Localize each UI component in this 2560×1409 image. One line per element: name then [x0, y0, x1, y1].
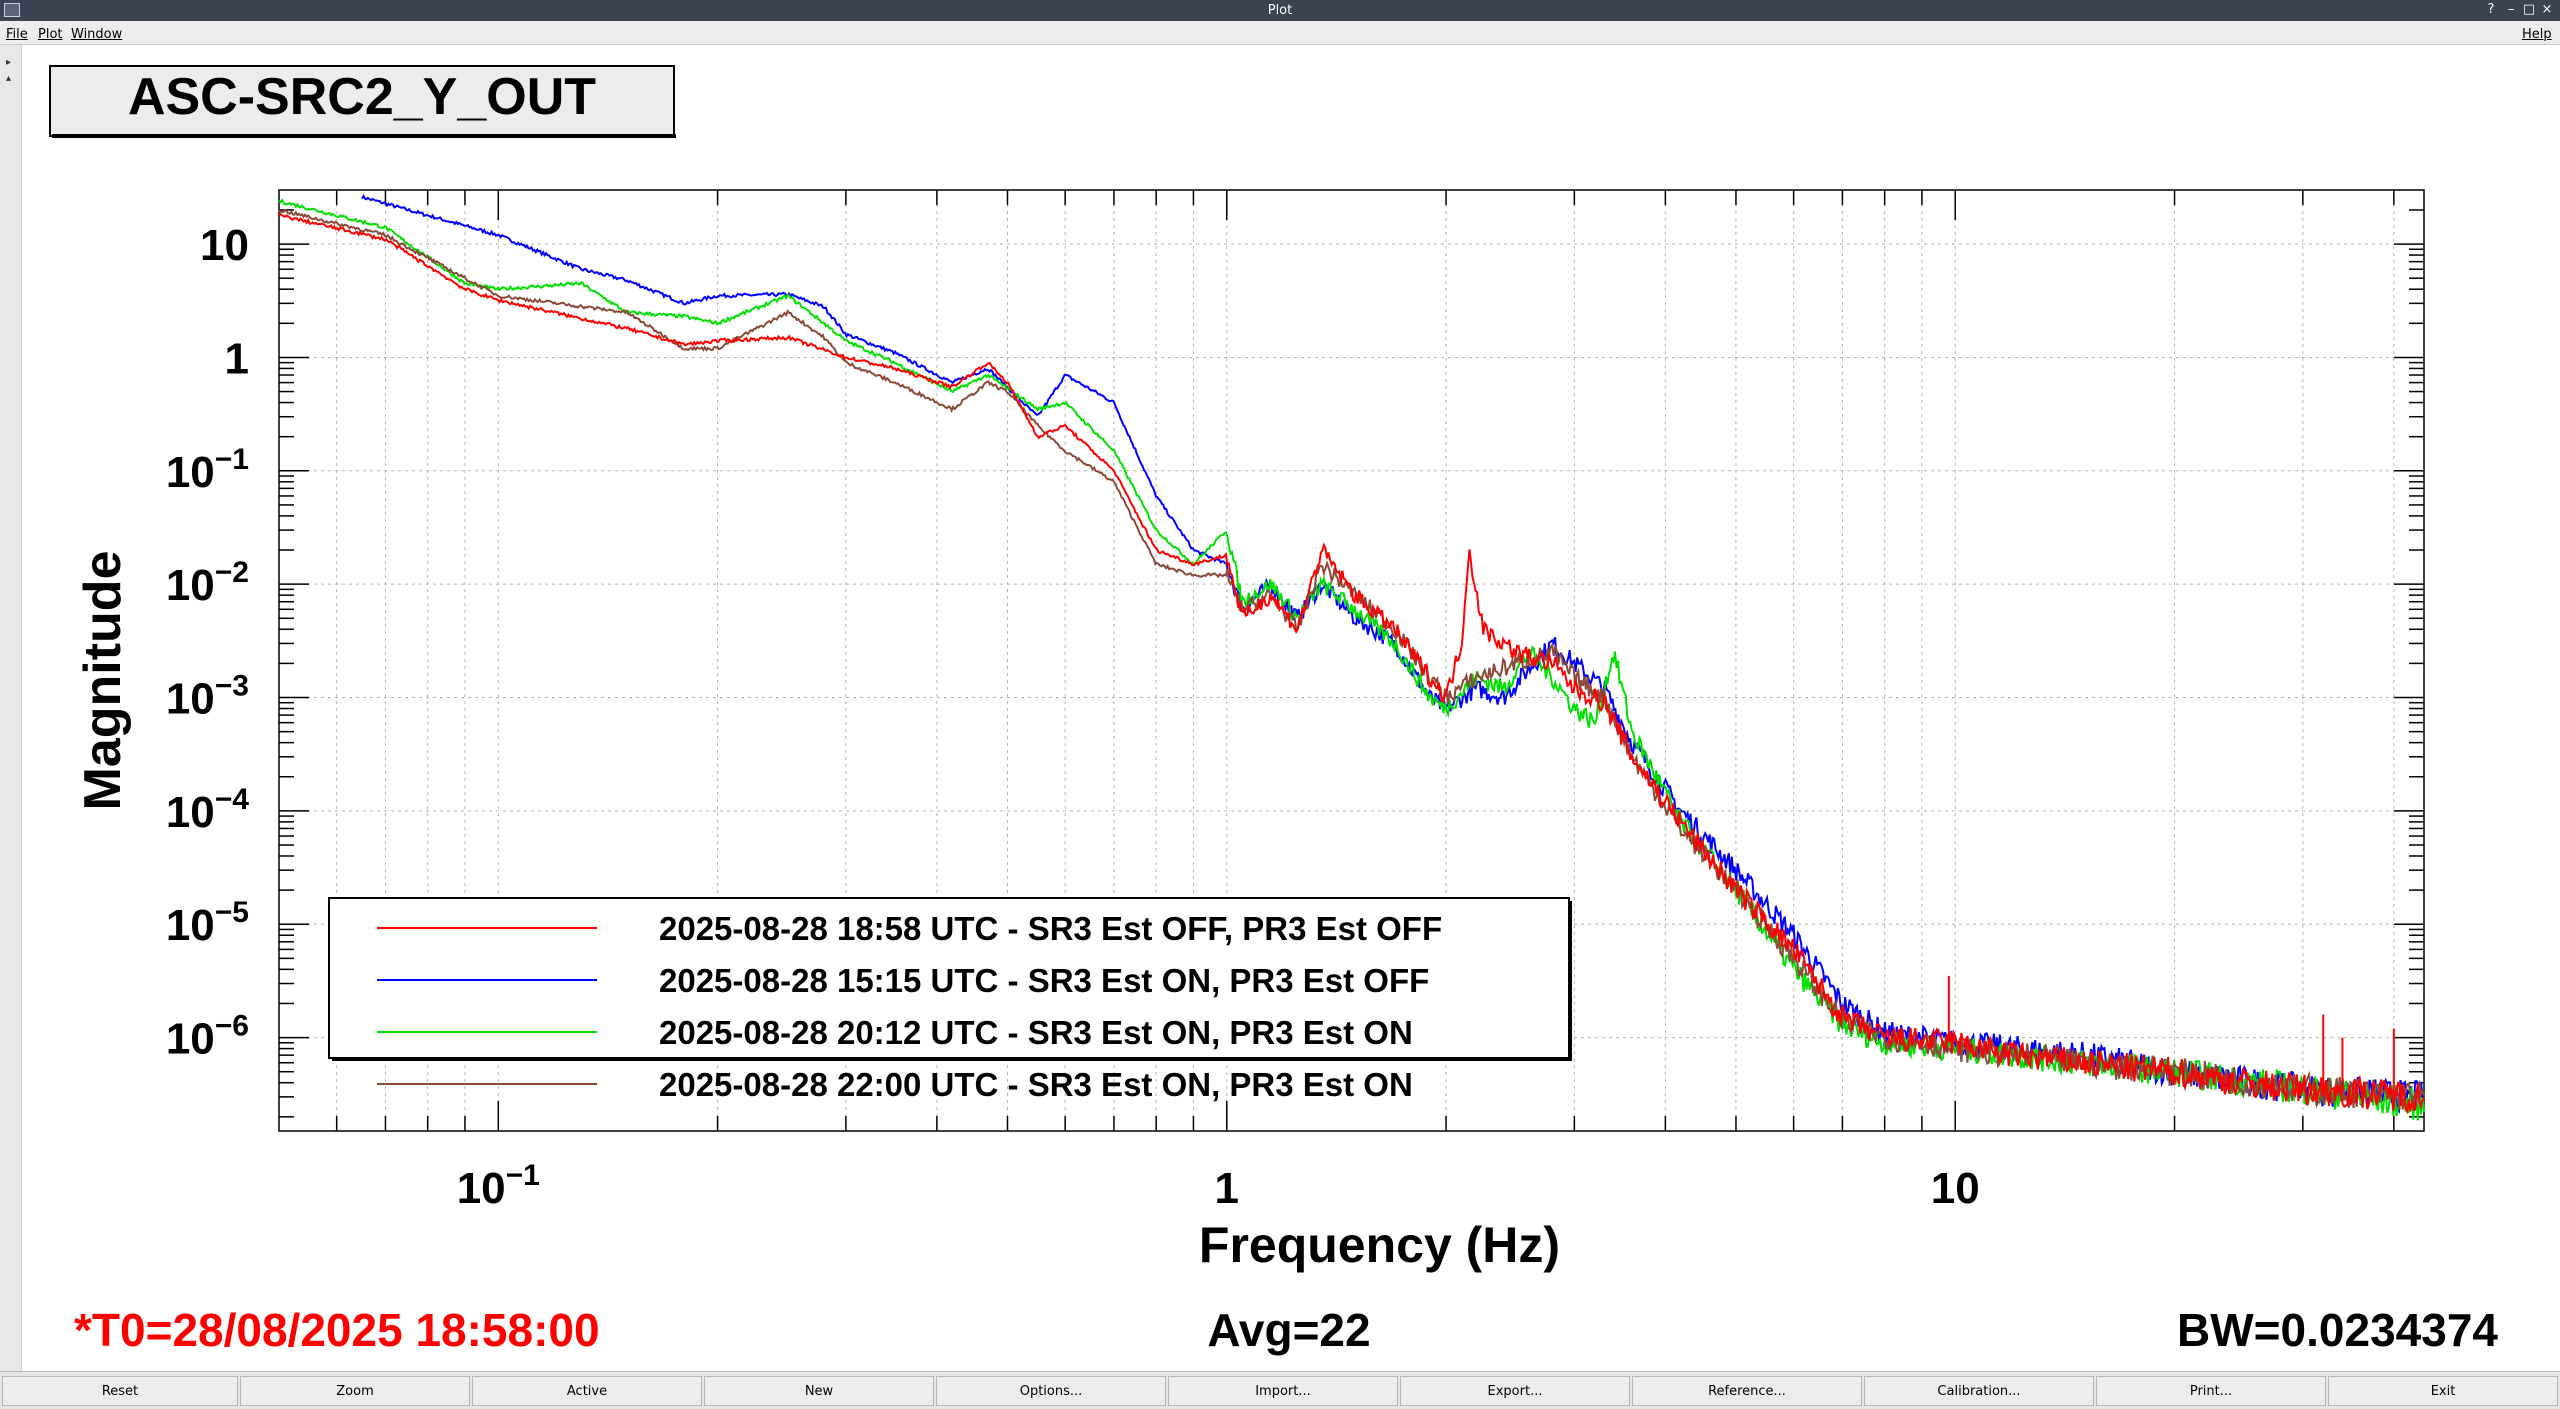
window-title: Plot [1267, 3, 1293, 18]
legend-entry-2: 2025-08-28 15:15 UTC - SR3 Est ON, PR3 E… [659, 962, 1429, 999]
bw-label: BW=0.0234374 [2177, 1304, 2498, 1356]
y-tick-label: 10−4 [166, 783, 249, 837]
exit-button[interactable]: Exit [2328, 1376, 2558, 1406]
plot-title-box-shadow [52, 134, 676, 138]
t0-label: *T0=28/08/2025 18:58:00 [74, 1304, 600, 1356]
x-tick-label: 1 [1215, 1164, 1239, 1213]
app-window-icon [4, 3, 20, 17]
x-axis-label: Frequency (Hz) [1199, 1217, 1560, 1273]
y-tick-label: 10−6 [166, 1010, 249, 1064]
plot-frame [278, 189, 2425, 1132]
x-tick-label: 10 [1931, 1164, 1980, 1213]
legend-entry-4: 2025-08-28 22:00 UTC - SR3 Est ON, PR3 E… [659, 1066, 1413, 1103]
plot-canvas: ASC-SRC2_Y_OUT 10−1 1 10 10 1 10−1 10−2 10−3 10−4… [24, 52, 2560, 1371]
close-icon[interactable]: × [2541, 2, 2553, 17]
expand-right-arrow-icon[interactable]: ▸ [6, 57, 12, 68]
series-line-1 [278, 212, 2425, 1115]
x-tick-label: 10−1 [457, 1159, 540, 1213]
menu-plot[interactable]: Plot [38, 27, 63, 42]
export-button[interactable]: Export... [1400, 1376, 1630, 1406]
help-window-icon[interactable]: ? [2487, 2, 2495, 17]
y-axis-label: Magnitude [74, 551, 132, 811]
y-tick-label: 10−3 [166, 670, 249, 724]
side-gutter: ▸ ▴ [0, 45, 22, 1371]
y-tick-label: 10−5 [166, 896, 249, 950]
new-button[interactable]: New [704, 1376, 934, 1406]
plot-area-svg: ASC-SRC2_Y_OUT 10−1 1 10 10 1 10−1 10−2 10−3 10−4… [49, 65, 2498, 1356]
menu-window[interactable]: Window [71, 27, 123, 42]
avg-label: Avg=22 [1207, 1304, 1370, 1356]
menu-help[interactable]: Help [2522, 27, 2552, 42]
minimize-icon[interactable]: – [2507, 2, 2515, 17]
import-button[interactable]: Import... [1168, 1376, 1398, 1406]
plot-title: ASC-SRC2_Y_OUT [128, 68, 596, 126]
y-tick-label: 10−2 [166, 556, 249, 610]
menu-bar: File Plot Window Help [0, 21, 2560, 45]
active-button[interactable]: Active [472, 1376, 702, 1406]
plot-title-box [49, 65, 675, 137]
legend-entry-1: 2025-08-28 18:58 UTC - SR3 Est OFF, PR3 … [659, 910, 1442, 947]
y-tick-label: 10−1 [166, 443, 249, 497]
y-tick-label: 10 [200, 221, 249, 270]
legend-entry-3: 2025-08-28 20:12 UTC - SR3 Est ON, PR3 E… [659, 1014, 1413, 1051]
menu-file[interactable]: File [6, 27, 28, 42]
window-titlebar: Plot ? – □ × [0, 0, 2560, 21]
series-line-4 [278, 208, 2425, 1111]
reset-button[interactable]: Reset [2, 1376, 238, 1406]
options-button[interactable]: Options... [936, 1376, 1166, 1406]
reference-button[interactable]: Reference... [1632, 1376, 1862, 1406]
collapse-up-arrow-icon[interactable]: ▴ [6, 73, 12, 84]
calibration-button[interactable]: Calibration... [1864, 1376, 2094, 1406]
print-button[interactable]: Print... [2096, 1376, 2326, 1406]
maximize-icon[interactable]: □ [2522, 2, 2536, 17]
zoom-button[interactable]: Zoom [240, 1376, 470, 1406]
y-tick-label: 1 [225, 334, 249, 383]
bottom-toolbar: Reset Zoom Active New Options... Import.… [0, 1371, 2560, 1409]
